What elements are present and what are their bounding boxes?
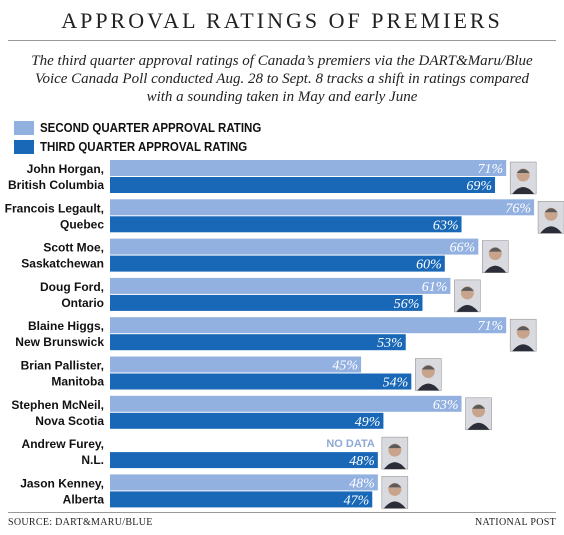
premier-region-label: Manitoba bbox=[51, 375, 104, 389]
third-quarter-bar bbox=[110, 334, 406, 351]
premier-region-label: Nova Scotia bbox=[35, 414, 104, 428]
premier-photo bbox=[465, 397, 492, 431]
second-quarter-value-label: 71% bbox=[478, 162, 504, 177]
second-quarter-value-label: 66% bbox=[450, 241, 476, 256]
legend-label-third-quarter: THIRD QUARTER APPROVAL RATING bbox=[40, 140, 248, 154]
footer-rule bbox=[8, 512, 556, 513]
premier-photo bbox=[454, 279, 481, 313]
subtitle-line: Voice Canada Poll conducted Aug. 28 to S… bbox=[34, 71, 530, 87]
premier-region-label: Quebec bbox=[60, 217, 104, 231]
third-quarter-value-label: 47% bbox=[344, 493, 370, 508]
credit-note: NATIONAL POST bbox=[474, 517, 556, 528]
second-quarter-bar bbox=[110, 199, 535, 216]
legend-entry-third-quarter: THIRD QUARTER APPROVAL RATING bbox=[14, 139, 265, 155]
premier-photo bbox=[381, 436, 409, 470]
third-quarter-value-label: 56% bbox=[394, 297, 420, 312]
premier-region-label: British Columbia bbox=[8, 178, 104, 192]
premier-name-label: Francois Legault, bbox=[5, 201, 104, 215]
premier-photo bbox=[509, 161, 537, 195]
premier-photo bbox=[509, 318, 537, 352]
premier-region-label: N.L. bbox=[81, 453, 104, 467]
premier-photo bbox=[381, 476, 409, 509]
legend-swatch-second-quarter bbox=[14, 121, 34, 135]
third-quarter-bar bbox=[110, 177, 496, 193]
premier-name-label: Stephen McNeil, bbox=[11, 398, 104, 412]
second-quarter-bar bbox=[110, 277, 451, 294]
third-quarter-bar bbox=[110, 373, 412, 390]
third-quarter-value-label: 54% bbox=[383, 376, 409, 391]
third-quarter-value-label: 49% bbox=[355, 415, 381, 430]
premier-region-label: New Brunswick bbox=[15, 335, 104, 349]
third-quarter-bar bbox=[110, 412, 384, 429]
source-note: SOURCE: DART&MARU/BLUE bbox=[8, 517, 153, 528]
third-quarter-bar bbox=[110, 216, 462, 233]
premier-name-label: Andrew Furey, bbox=[22, 437, 104, 451]
third-quarter-value-label: 63% bbox=[433, 218, 459, 233]
third-quarter-bar bbox=[110, 294, 423, 311]
third-quarter-bar bbox=[110, 491, 373, 508]
second-quarter-bar bbox=[110, 395, 462, 412]
legend-entry-second-quarter: SECOND QUARTER APPROVAL RATING bbox=[14, 120, 281, 136]
premier-region-label: Alberta bbox=[63, 492, 105, 506]
title-rule bbox=[8, 40, 556, 41]
third-quarter-value-label: 60% bbox=[416, 258, 442, 273]
second-quarter-value-label: 76% bbox=[505, 201, 531, 216]
third-quarter-value-label: 48% bbox=[349, 454, 375, 469]
premier-region-label: Ontario bbox=[61, 296, 104, 310]
second-quarter-value-label: 63% bbox=[433, 398, 459, 413]
second-quarter-bar bbox=[110, 474, 378, 491]
second-quarter-bar bbox=[110, 317, 507, 334]
third-quarter-bar bbox=[110, 255, 445, 272]
premier-name-label: John Horgan, bbox=[27, 162, 104, 176]
premier-name-label: Brian Pallister, bbox=[21, 359, 104, 373]
premier-name-label: Jason Kenney, bbox=[20, 476, 104, 490]
third-quarter-value-label: 53% bbox=[377, 336, 403, 351]
second-quarter-value-label: 45% bbox=[332, 359, 358, 374]
second-quarter-bar bbox=[110, 160, 507, 176]
chart-title: APPROVAL RATINGS OF PREMIERS bbox=[61, 8, 503, 33]
premier-name-label: Blaine Higgs, bbox=[28, 319, 104, 333]
second-quarter-value-label: 48% bbox=[349, 476, 375, 491]
subtitle-line: The third quarter approval ratings of Ca… bbox=[31, 53, 533, 69]
premier-photo bbox=[415, 358, 442, 391]
premier-region-label: Saskatchewan bbox=[21, 257, 104, 271]
premier-name-label: Scott Moe, bbox=[43, 241, 104, 255]
premier-photo bbox=[537, 201, 564, 234]
subtitle-line: with a sounding taken in May and early J… bbox=[146, 89, 418, 105]
second-quarter-bar bbox=[110, 356, 362, 373]
legend-swatch-third-quarter bbox=[14, 140, 34, 154]
second-quarter-value-label: 71% bbox=[478, 319, 504, 334]
second-quarter-no-data-label: NO DATA bbox=[326, 438, 375, 450]
second-quarter-bar bbox=[110, 238, 479, 255]
premier-name-label: Doug Ford, bbox=[40, 280, 104, 294]
third-quarter-value-label: 69% bbox=[466, 179, 492, 194]
second-quarter-value-label: 61% bbox=[422, 280, 448, 295]
legend-label-second-quarter: SECOND QUARTER APPROVAL RATING bbox=[40, 121, 262, 135]
third-quarter-bar bbox=[110, 452, 378, 469]
premier-photo bbox=[482, 240, 509, 273]
chart-subtitle: The third quarter approval ratings of Ca… bbox=[14, 52, 550, 106]
